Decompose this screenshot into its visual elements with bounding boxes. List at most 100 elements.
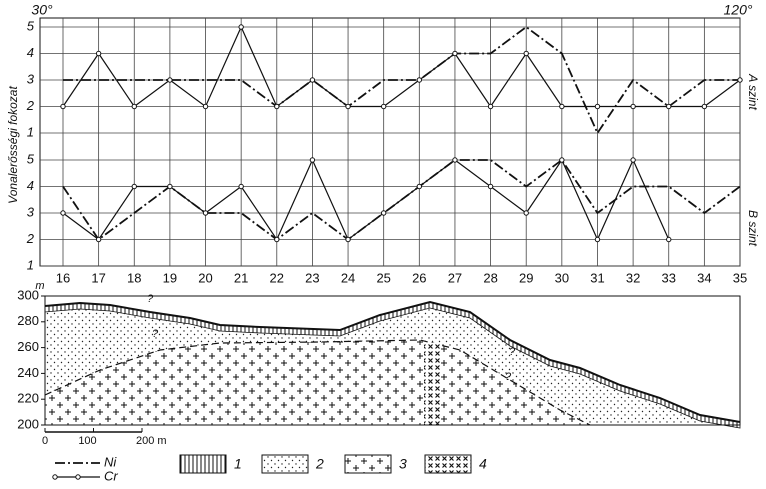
point [168,184,172,188]
point [524,51,528,55]
legend-label: 2 [315,456,324,472]
y-unit: m [35,280,44,292]
legend-label: 3 [399,456,407,472]
point [738,78,742,82]
figure: 30° 120° Vonalerősségi fokozat A szint B… [0,0,766,489]
x-tick-label: 25 [376,270,390,285]
y-tick-label: 3 [27,204,35,219]
point [346,237,350,241]
corner-left: 30° [31,2,53,18]
y-tick-label: 260 [17,339,39,354]
point [346,104,350,108]
point [524,211,528,215]
x-tick-label: 27 [448,270,462,285]
y-tick-label: 1 [27,257,34,272]
x-tick-label: 31 [590,270,604,285]
scale-label: 200 m [136,435,167,447]
series-line [63,160,669,240]
point [560,104,564,108]
legend-swatch [345,455,391,473]
plot-frame [40,18,740,266]
annotation: ? [147,293,154,305]
legend-label: 1 [234,456,242,472]
panel-label: A szint [746,73,760,110]
point [132,104,136,108]
point [631,158,635,162]
x-tick-label: 29 [519,270,533,285]
x-tick-label: 35 [733,270,747,285]
legend-label: Ni [104,454,117,469]
x-tick-label: 28 [483,270,497,285]
y-tick-label: 4 [27,178,34,193]
scale-label: 100 [78,435,96,447]
y-tick-label: 2 [26,231,35,246]
point [239,184,243,188]
x-tick-label: 24 [341,270,355,285]
y-tick-label: 5 [27,18,35,33]
point [381,211,385,215]
point [275,104,279,108]
legend-swatch [262,455,308,473]
panel-label: B szint [746,210,760,247]
legend-swatch [425,455,471,473]
point [453,51,457,55]
x-tick-label: 32 [626,270,640,285]
point [631,104,635,108]
x-tick-label: 20 [198,270,212,285]
annotation: ? [505,371,512,383]
vein-zone [424,343,440,425]
y-tick-label: 200 [17,416,39,431]
point [96,51,100,55]
point [453,158,457,162]
point [275,237,279,241]
point [667,237,671,241]
point [488,104,492,108]
legend-label: 4 [479,456,487,472]
point [595,237,599,241]
y-tick-label: 280 [17,313,39,328]
y-tick-label: 3 [27,71,35,86]
x-tick-label: 33 [662,270,676,285]
corner-right: 120° [724,2,753,18]
point [381,104,385,108]
x-tick-label: 34 [697,270,711,285]
x-tick-label: 19 [163,270,177,285]
point [595,104,599,108]
point [203,104,207,108]
legend-marker [53,475,57,479]
x-tick-label: 21 [234,270,248,285]
scale-label: 0 [42,435,48,447]
x-tick-label: 30 [555,270,569,285]
x-tick-label: 17 [91,270,105,285]
annotation: ? [509,346,516,358]
point [239,25,243,29]
point [667,104,671,108]
legend-label: Cr [104,468,118,483]
x-tick-label: 16 [56,270,70,285]
y-tick-label: 2 [26,98,35,113]
point [310,158,314,162]
point [61,211,65,215]
y-tick-label: 4 [27,45,34,60]
y-tick-label: 220 [17,391,39,406]
y-tick-label: 240 [17,365,39,380]
point [96,237,100,241]
y-tick-label: 1 [27,124,34,139]
point [560,158,564,162]
annotation: ? [152,328,159,340]
point [488,184,492,188]
point [203,211,207,215]
x-tick-label: 23 [305,270,319,285]
legend-swatch [180,455,226,473]
x-tick-label: 18 [127,270,141,285]
y-tick-label: 5 [27,151,35,166]
point [417,78,421,82]
y-axis-label: Vonalerősségi fokozat [6,86,20,204]
point [310,78,314,82]
point [61,104,65,108]
x-tick-label: 22 [270,270,284,285]
legend-marker [76,475,80,479]
point [168,78,172,82]
x-tick-label: 26 [412,270,426,285]
series-line [63,27,740,107]
